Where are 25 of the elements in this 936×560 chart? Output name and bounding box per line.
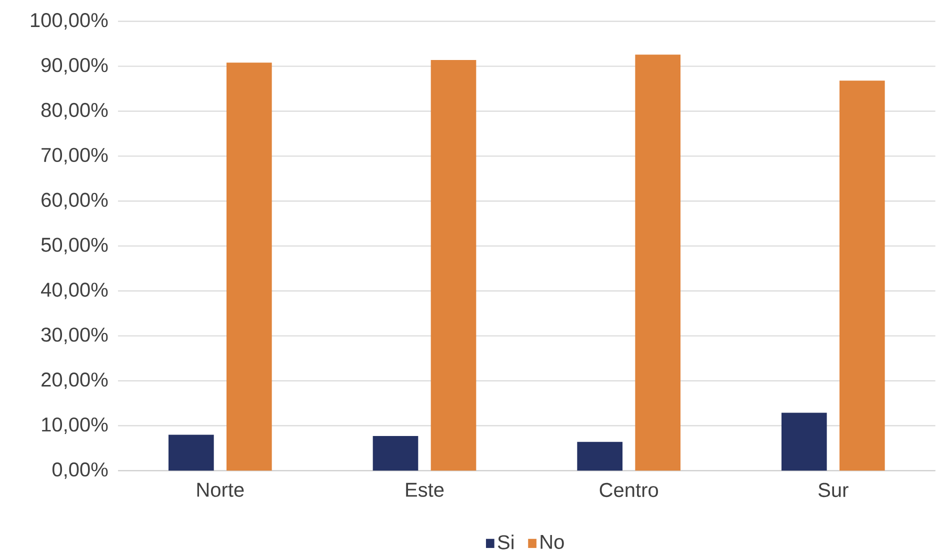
x-tick-label: Sur bbox=[818, 482, 848, 498]
bar bbox=[430, 60, 476, 471]
y-tick-label: 50,00% bbox=[41, 238, 108, 254]
bar bbox=[577, 442, 622, 471]
y-tick-label: 60,00% bbox=[42, 192, 108, 210]
y-tick-label: 100,00% bbox=[30, 13, 108, 30]
y-tick-label: 90,00% bbox=[42, 58, 108, 75]
y-tick-label: 70,00% bbox=[42, 148, 108, 164]
bar bbox=[226, 62, 272, 471]
y-tick-label: 0,00% bbox=[52, 462, 108, 479]
legend-label: Si bbox=[498, 534, 514, 550]
bar bbox=[839, 80, 885, 471]
legend-label: No bbox=[540, 535, 564, 549]
x-tick-label: Norte bbox=[197, 482, 244, 497]
bar bbox=[781, 412, 827, 471]
bar bbox=[168, 434, 214, 471]
x-tick-label: Centro bbox=[600, 482, 658, 498]
y-tick-label: 40,00% bbox=[41, 282, 108, 300]
x-tick-label: Este bbox=[406, 482, 444, 497]
bar bbox=[635, 54, 680, 471]
y-tick-label: 30,00% bbox=[41, 328, 108, 344]
y-tick-label: 80,00% bbox=[41, 102, 108, 120]
y-tick-label: 20,00% bbox=[42, 372, 108, 390]
y-tick-label: 10,00% bbox=[42, 417, 108, 434]
bar bbox=[372, 436, 418, 471]
